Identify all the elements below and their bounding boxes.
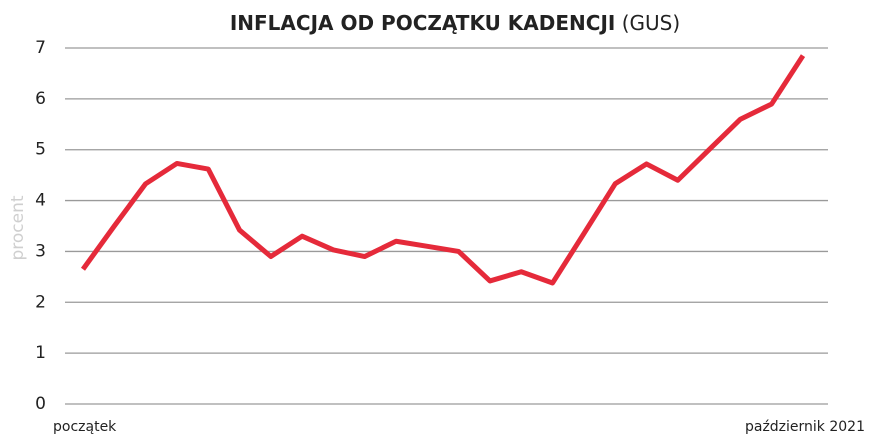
y-tick-label: 1 <box>35 343 46 363</box>
chart-title: INFLACJA OD POCZĄTKU KADENCJI (GUS) <box>230 11 680 35</box>
x-tick-label: październik 2021 <box>745 419 865 435</box>
y-tick-label: 6 <box>35 89 46 109</box>
y-tick-label: 4 <box>35 191 46 211</box>
y-tick-label: 5 <box>35 140 46 160</box>
title-main: INFLACJA OD POCZĄTKU KADENCJI <box>230 11 616 35</box>
y-tick-label: 2 <box>35 292 46 312</box>
y-tick-label: 3 <box>35 241 46 261</box>
y-tick-label: 0 <box>35 394 46 414</box>
data-line <box>80 54 806 286</box>
y-axis-label: procent <box>8 195 28 260</box>
title-suffix: (GUS) <box>622 11 680 35</box>
x-tick-label: początek <box>53 419 117 435</box>
y-tick-label: 7 <box>35 38 46 58</box>
